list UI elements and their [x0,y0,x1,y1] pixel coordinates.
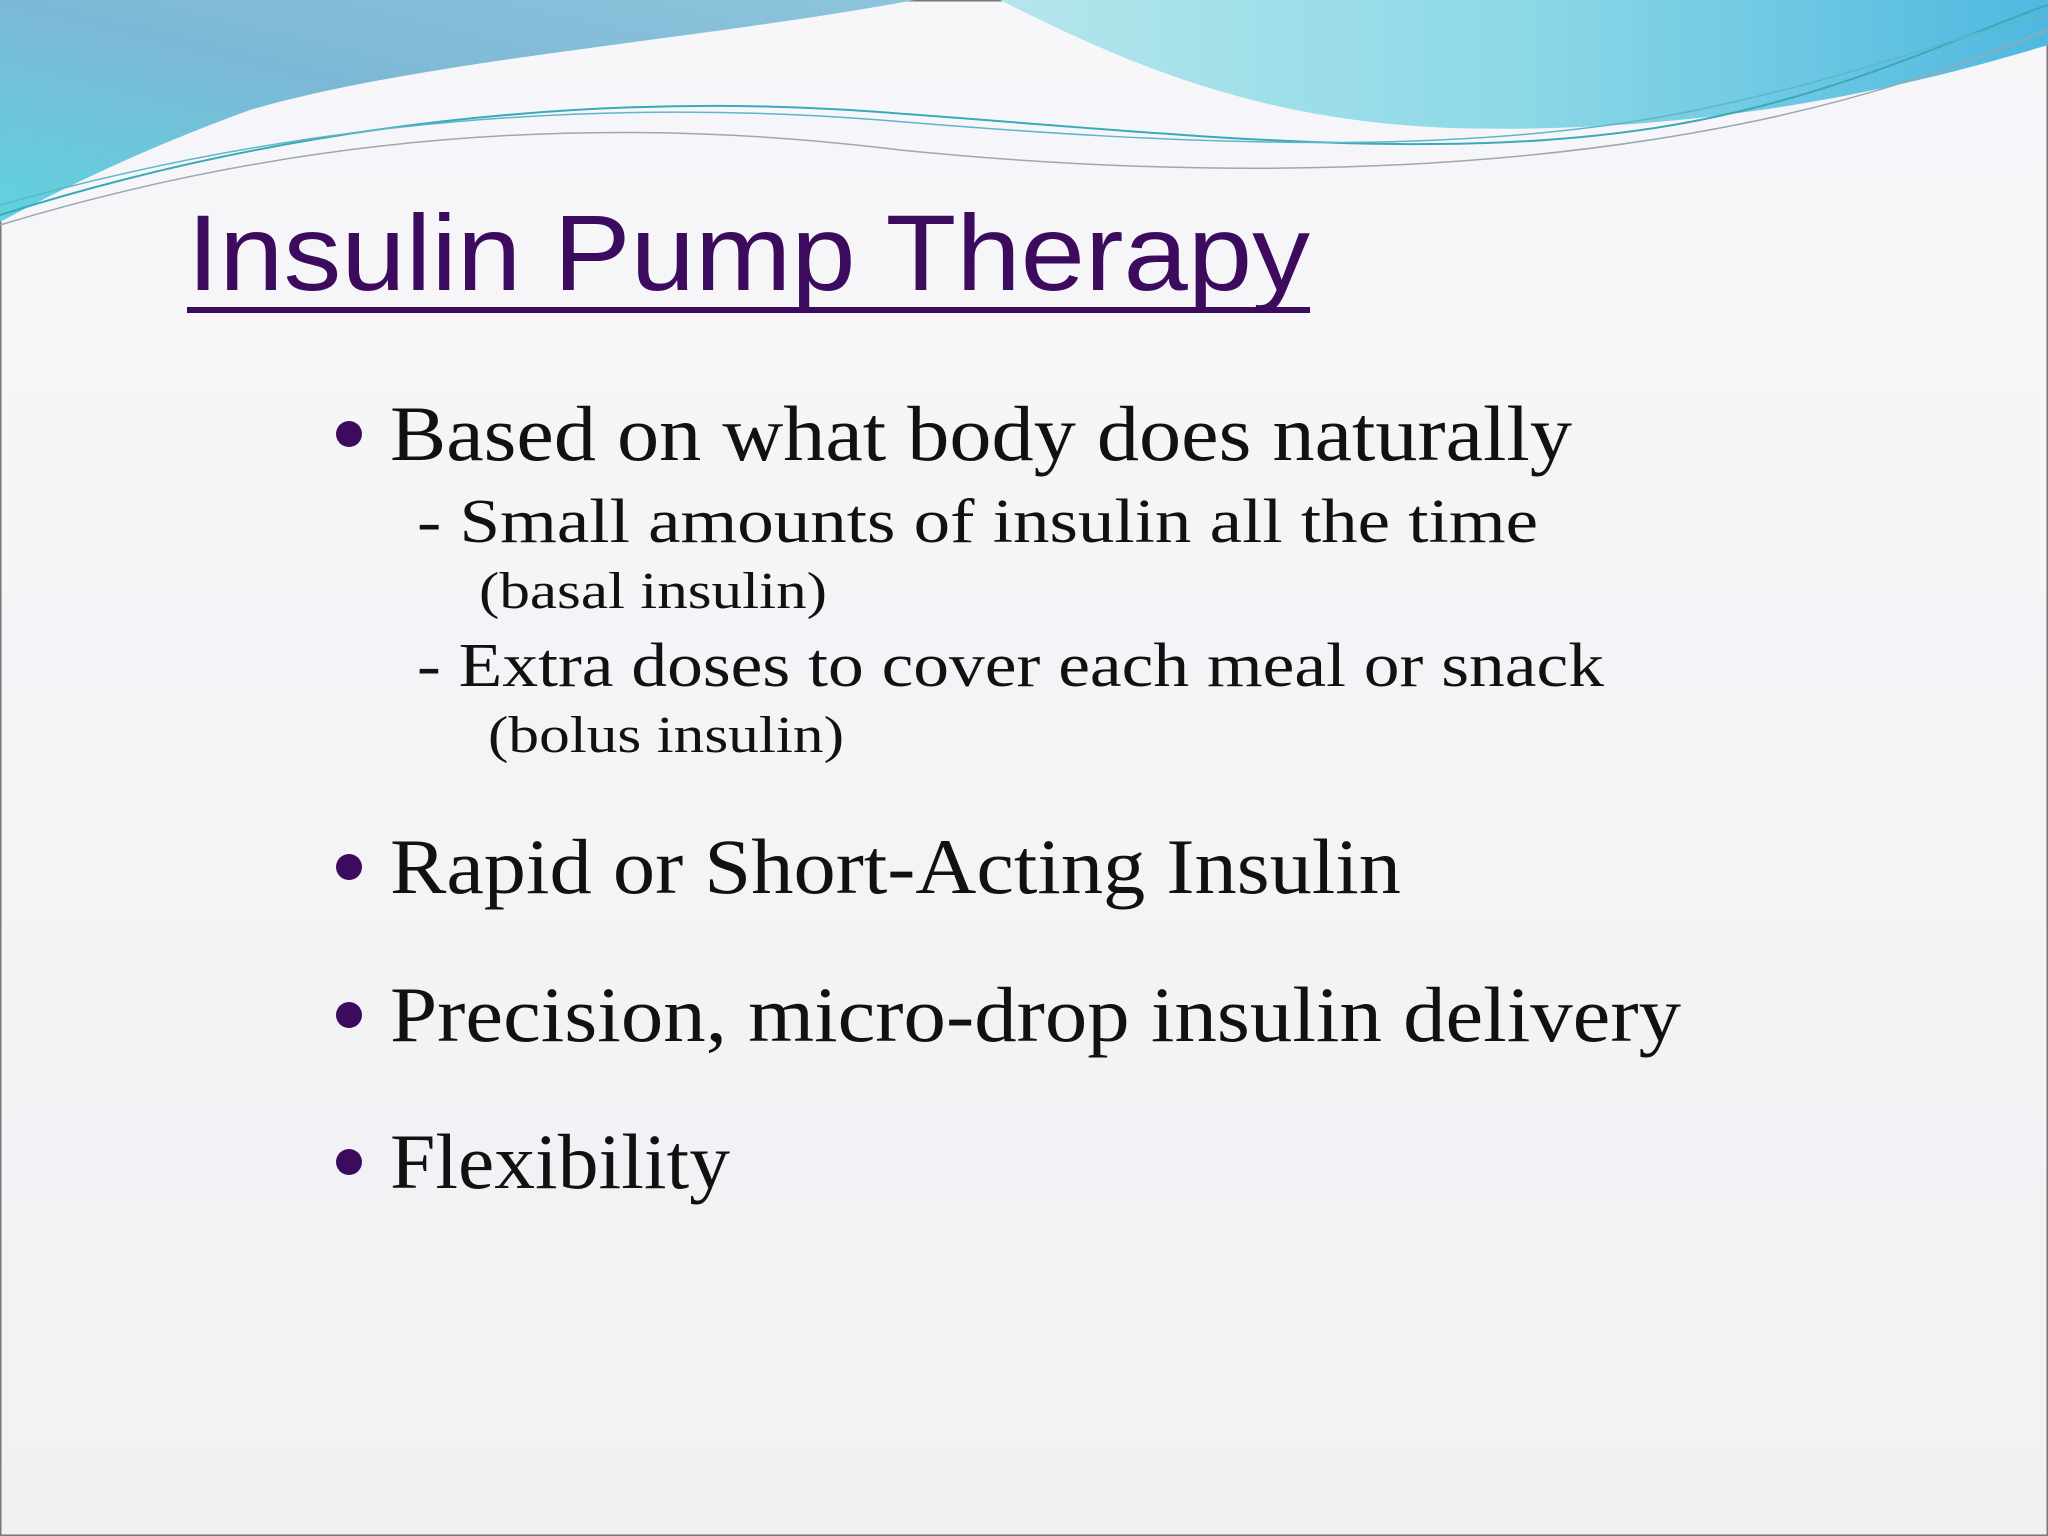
sub-bullet-note: (bolus insulin) [488,707,844,764]
bullet-text: Flexibility [390,1118,730,1205]
title-underline [187,307,1310,313]
bullet-text: Rapid or Short-Acting Insulin [390,823,1401,910]
bullet-dot [336,421,362,447]
bullet-dot [336,1149,362,1175]
wave-line [0,29,2048,226]
bullet-text: Precision, micro-drop insulin delivery [390,971,1681,1058]
bullet-dot [336,854,362,880]
bullet-text: Based on what body does naturally [390,390,1572,477]
wave-line [0,14,2048,206]
sub-bullet: - Extra doses to cover each meal or snac… [417,632,1604,700]
wave-right [1000,0,2048,129]
slide-title: Insulin Pump Therapy [187,192,1310,313]
wave-left [0,0,915,222]
sub-bullet: - Small amounts of insulin all the time [417,488,1538,556]
sub-bullet-note: (basal insulin) [479,563,827,620]
bullet-dot [336,1002,362,1028]
